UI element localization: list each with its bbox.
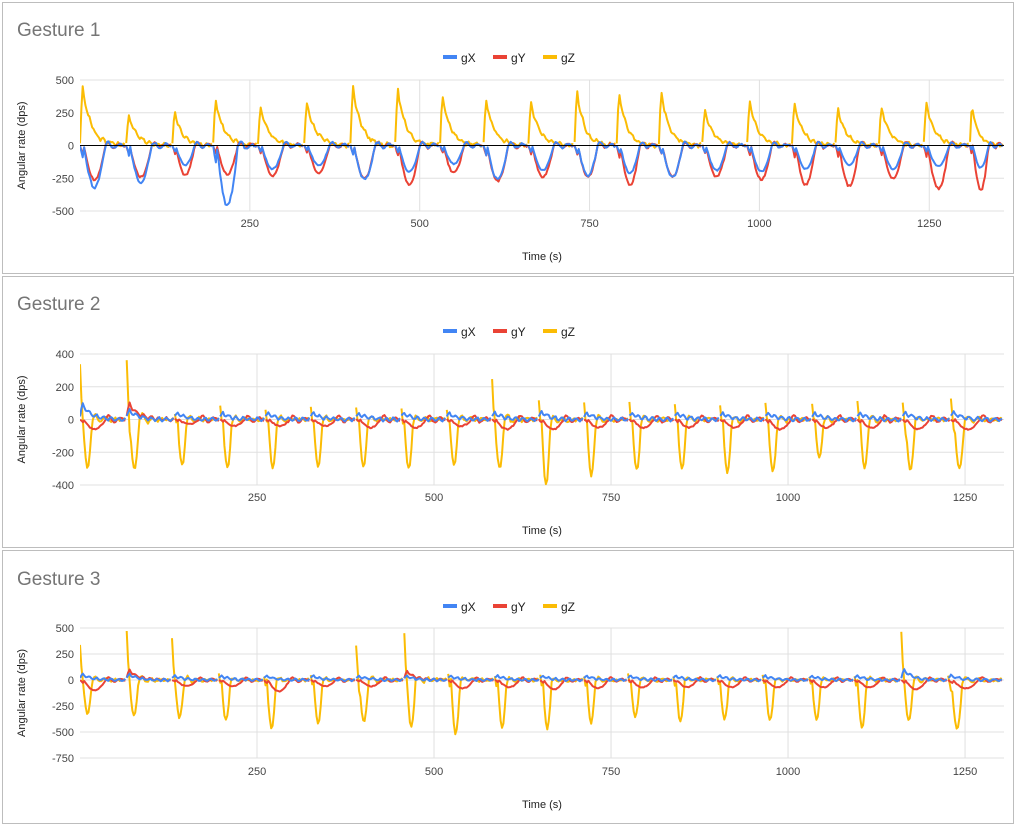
- y-tick-label: 250: [56, 108, 74, 120]
- y-tick-label: 0: [68, 675, 74, 687]
- y-tick-label: 0: [68, 141, 74, 153]
- series-line-gX: [80, 668, 1003, 683]
- chart-gesture-1[interactable]: Gesture 1 gX gY gZ -500 -250 0 250 500 250 500 750 1…: [2, 2, 1014, 274]
- x-tick-label: 1000: [747, 218, 771, 230]
- chart-title: Gesture 3: [17, 569, 100, 590]
- legend-swatch-gZ: [543, 604, 557, 608]
- series-line-gY: [80, 401, 1003, 431]
- y-tick-label: -250: [52, 173, 74, 185]
- y-tick-label: 400: [56, 349, 74, 361]
- legend-swatch-gY: [493, 55, 507, 59]
- x-tick-label: 250: [248, 766, 266, 778]
- x-tick-label: 500: [425, 492, 443, 504]
- legend-label-gX: gX: [461, 51, 476, 65]
- x-tick-label: 750: [580, 218, 598, 230]
- chart-gesture-2[interactable]: Gesture 2 gX gY gZ -400 -200 0 200 400 250 500 750 1…: [2, 276, 1014, 548]
- legend-swatch-gX: [443, 329, 457, 333]
- legend-swatch-gY: [493, 329, 507, 333]
- x-tick-label: 500: [425, 766, 443, 778]
- series-line-gY: [80, 668, 1003, 693]
- legend-label-gX: gX: [461, 600, 476, 614]
- series-line-gX: [80, 402, 1003, 423]
- x-tick-label: 250: [248, 492, 266, 504]
- chart-gesture-3[interactable]: Gesture 3 gX gY gZ -750 -500 -250 0 250 500 250 500…: [2, 550, 1014, 824]
- y-tick-label: -200: [52, 447, 74, 459]
- y-tick-label: 250: [56, 649, 74, 661]
- y-tick-label: 0: [68, 415, 74, 427]
- legend-label-gY: gY: [511, 600, 526, 614]
- legend-swatch-gY: [493, 604, 507, 608]
- legend: gX gY gZ: [443, 325, 575, 339]
- x-axis-title: Time (s): [522, 799, 562, 811]
- x-axis-title: Time (s): [522, 525, 562, 537]
- legend-swatch-gZ: [543, 329, 557, 333]
- x-tick-label: 1250: [917, 218, 941, 230]
- y-tick-label: -750: [52, 753, 74, 765]
- x-tick-label: 1250: [953, 766, 977, 778]
- x-tick-label: 250: [241, 218, 259, 230]
- chart-canvas: Gesture 2 gX gY gZ -400 -200 0 200 400 250 500 750 1…: [16, 294, 1004, 537]
- chart-title: Gesture 2: [17, 294, 100, 315]
- x-tick-label: 750: [602, 492, 620, 504]
- legend-label-gZ: gZ: [561, 600, 575, 614]
- x-tick-label: 500: [411, 218, 429, 230]
- x-tick-label: 1000: [776, 766, 800, 778]
- y-tick-label: -500: [52, 727, 74, 739]
- y-axis-title: Angular rate (dps): [16, 649, 28, 737]
- legend-swatch-gZ: [543, 55, 557, 59]
- legend-label-gY: gY: [511, 51, 526, 65]
- x-tick-label: 1000: [776, 492, 800, 504]
- y-tick-label: -500: [52, 206, 74, 218]
- legend-swatch-gX: [443, 55, 457, 59]
- legend-label-gZ: gZ: [561, 51, 575, 65]
- y-tick-label: -400: [52, 480, 74, 492]
- legend: gX gY gZ: [443, 51, 575, 65]
- y-tick-label: 200: [56, 382, 74, 394]
- series-line-gZ: [80, 630, 1003, 736]
- y-axis-title: Angular rate (dps): [16, 101, 28, 189]
- legend-label-gX: gX: [461, 325, 476, 339]
- legend: gX gY gZ: [443, 600, 575, 614]
- x-tick-label: 750: [602, 766, 620, 778]
- chart-title: Gesture 1: [17, 20, 100, 41]
- legend-swatch-gX: [443, 604, 457, 608]
- series-line-gZ: [80, 85, 1004, 149]
- legend-label-gZ: gZ: [561, 325, 575, 339]
- legend-label-gY: gY: [511, 325, 526, 339]
- y-tick-label: 500: [56, 623, 74, 635]
- chart-canvas: Gesture 3 gX gY gZ -750 -500 -250 0 250 500 250 500…: [16, 569, 1004, 811]
- chart-canvas: Gesture 1 gX gY gZ -500 -250 0 250 500 250 500 750 1…: [16, 20, 1004, 263]
- y-tick-label: 500: [56, 75, 74, 87]
- x-axis-title: Time (s): [522, 251, 562, 263]
- x-tick-label: 1250: [953, 492, 977, 504]
- y-tick-label: -250: [52, 701, 74, 713]
- series-line-gX: [80, 140, 1004, 206]
- y-axis-title: Angular rate (dps): [16, 375, 28, 463]
